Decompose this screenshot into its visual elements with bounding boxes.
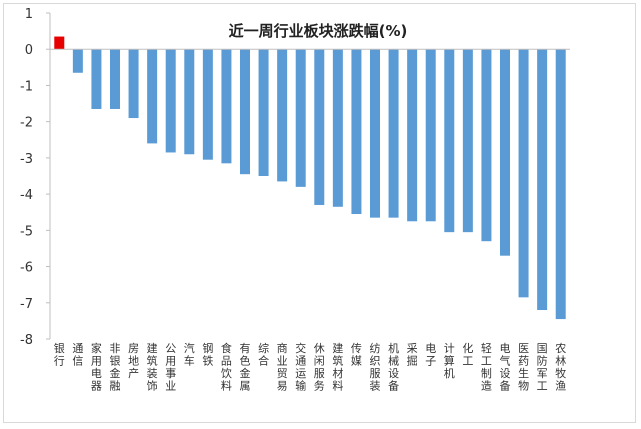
category-label: 建筑材料 (332, 341, 343, 393)
y-axis-ticks: 1 0 -1 -2 -3 -4 -5 -6 -7 -8 (20, 7, 50, 348)
bar-采掘 (407, 49, 418, 222)
bar-休闲服务 (314, 49, 325, 205)
bars-group (54, 36, 566, 320)
bar-轻工制造 (481, 49, 492, 242)
y-tick-label: -1 (20, 79, 33, 94)
category-label: 汽车 (184, 341, 195, 368)
category-label: 轻工制造 (481, 341, 492, 393)
category-label: 机械设备 (388, 341, 399, 393)
category-label: 休闲服务 (314, 342, 325, 393)
category-label: 建筑装饰 (147, 341, 158, 393)
bar-农林牧渔 (555, 49, 566, 320)
y-tick-label: -3 (20, 152, 33, 167)
y-tick-label: -4 (20, 188, 33, 203)
bar-化工 (462, 49, 473, 233)
category-label: 公用事业 (165, 342, 176, 393)
bar-计算机 (444, 49, 455, 233)
y-tick-label: -8 (20, 333, 33, 348)
category-label: 采掘 (407, 342, 418, 368)
bar-综合 (258, 49, 269, 176)
category-label: 非银金融 (110, 342, 121, 393)
bar-交通运输 (295, 49, 306, 187)
bar-国防军工 (537, 49, 548, 311)
bar-汽车 (184, 49, 195, 155)
bar-机械设备 (388, 49, 399, 218)
y-tick-label: -2 (20, 116, 33, 131)
category-label: 国防军工 (537, 342, 548, 393)
bar-电气设备 (500, 49, 510, 256)
y-tick-label: -6 (20, 261, 33, 276)
chart-title: 近一周行业板块涨跌幅(%) (229, 22, 408, 40)
bar-房地产 (128, 49, 139, 119)
bar-家用电器 (91, 49, 102, 109)
category-label: 商业贸易 (277, 341, 288, 393)
bar-医药生物 (518, 49, 529, 298)
category-label: 化工 (462, 341, 473, 368)
bar-钢铁 (202, 49, 213, 160)
bar-非银金融 (110, 49, 120, 109)
bar-建筑材料 (332, 49, 343, 207)
bar-商业贸易 (277, 49, 288, 182)
bar-银行 (54, 36, 65, 50)
category-label: 农林牧渔 (555, 341, 566, 393)
category-label: 钢铁 (202, 342, 213, 368)
bar-传媒 (351, 49, 362, 215)
bar-食品饮料 (221, 49, 232, 164)
category-label: 交通运输 (295, 341, 306, 393)
category-label: 医药生物 (518, 342, 529, 393)
category-labels: 银行通信家用电器非银金融房地产建筑装饰公用事业汽车钢铁食品饮料有色金属综合商业贸… (54, 341, 566, 393)
category-label: 综合 (258, 341, 269, 368)
bar-公用事业 (165, 49, 176, 153)
category-label: 有色金属 (240, 341, 251, 393)
category-label: 计算机 (444, 342, 455, 380)
bar-建筑装饰 (147, 49, 158, 144)
category-label: 纺织服装 (370, 341, 381, 393)
y-tick-label: 0 (25, 43, 33, 58)
y-tick-label: -7 (20, 297, 33, 312)
bar-有色金属 (240, 49, 250, 175)
category-label: 家用电器 (91, 341, 102, 393)
category-label: 食品饮料 (221, 341, 232, 393)
y-tick-label: -5 (20, 224, 33, 239)
chart-frame (3, 3, 636, 423)
category-label: 通信 (72, 342, 83, 368)
bar-通信 (72, 49, 83, 73)
category-label: 银行 (54, 341, 65, 368)
category-label: 房地产 (128, 342, 139, 380)
category-label: 电子 (425, 342, 436, 368)
category-label: 传媒 (351, 342, 362, 368)
category-label: 电气设备 (500, 342, 511, 393)
bar-电子 (425, 49, 436, 222)
y-tick-label: 1 (25, 7, 33, 22)
bar-纺织服装 (370, 49, 380, 218)
